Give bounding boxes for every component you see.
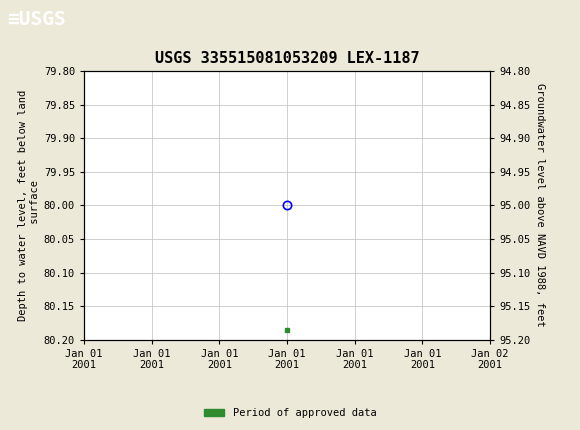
Y-axis label: Depth to water level, feet below land
 surface: Depth to water level, feet below land su… xyxy=(18,90,39,321)
Y-axis label: Groundwater level above NAVD 1988, feet: Groundwater level above NAVD 1988, feet xyxy=(535,83,545,327)
Legend: Period of approved data: Period of approved data xyxy=(200,404,380,423)
Title: USGS 335515081053209 LEX-1187: USGS 335515081053209 LEX-1187 xyxy=(155,51,419,66)
Text: ≡USGS: ≡USGS xyxy=(7,10,66,29)
